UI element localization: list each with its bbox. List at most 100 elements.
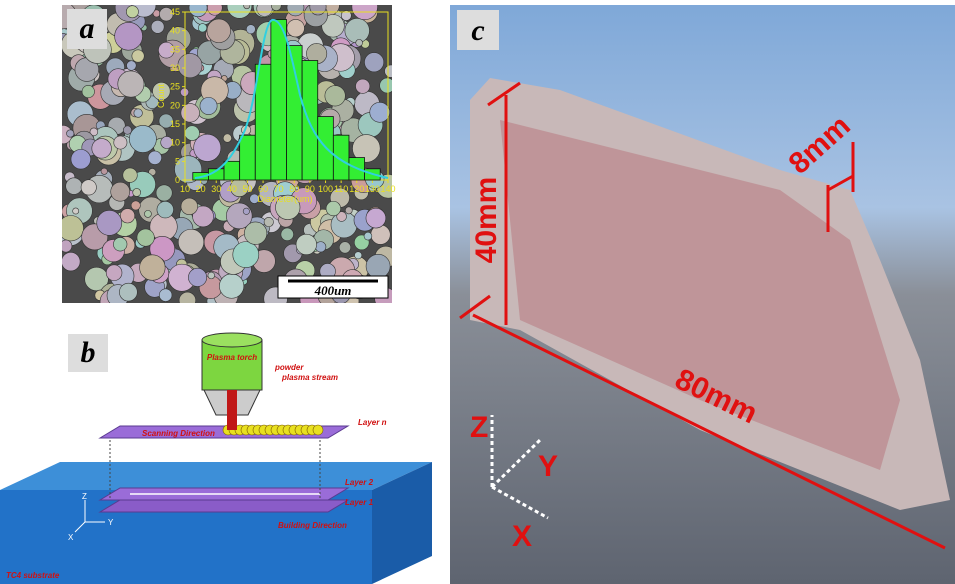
particle (366, 208, 386, 228)
particle (345, 18, 370, 43)
x-tick-label: 50 (242, 184, 252, 194)
particle (354, 252, 361, 259)
particle (370, 102, 390, 122)
bar (224, 161, 240, 180)
beads (223, 425, 323, 435)
y-tick-label: 20 (170, 100, 180, 110)
bar (271, 19, 287, 180)
particle (339, 242, 350, 253)
particle (156, 185, 172, 201)
x-tick-label: 140 (380, 184, 395, 194)
particle (326, 201, 341, 216)
particle (113, 237, 127, 251)
particle (127, 61, 137, 71)
bar (302, 61, 318, 180)
bar (240, 135, 256, 180)
particle (207, 19, 231, 43)
particle (60, 240, 72, 252)
particle (119, 283, 137, 301)
particle (243, 208, 249, 214)
particle (179, 292, 196, 309)
particle (244, 2, 250, 8)
particle (123, 168, 137, 182)
y-tick-label: 45 (170, 7, 180, 17)
scanning-label: Scanning Direction (142, 429, 215, 438)
particle (178, 229, 204, 255)
particle (233, 242, 259, 268)
particle (120, 209, 134, 223)
particle (111, 182, 130, 201)
layer (100, 500, 348, 512)
particle (287, 0, 304, 16)
scale-bar-label: 400um (314, 283, 352, 298)
particle (131, 201, 140, 210)
particle (126, 6, 138, 18)
particle (115, 22, 143, 50)
panel-label: b (81, 336, 96, 369)
particle (366, 254, 390, 278)
particle (189, 0, 207, 17)
particle (97, 210, 122, 235)
y-tick-label: 25 (170, 82, 180, 92)
particle (207, 0, 222, 15)
particle (223, 134, 231, 142)
bead (313, 425, 323, 435)
axis-letter: Z (470, 411, 488, 444)
torch-label: Plasma torch (207, 353, 257, 362)
axis-letter: Y (538, 450, 558, 483)
layer-label: Layer 2 (345, 478, 374, 487)
particle (178, 53, 202, 77)
x-tick-label: 30 (211, 184, 221, 194)
particle (137, 229, 154, 246)
particle (364, 232, 372, 240)
y-tick-label: 15 (170, 119, 180, 129)
x-axis-label: Diameter(um) (257, 194, 312, 204)
particle (82, 85, 94, 97)
particle (148, 151, 162, 165)
substrate-label: TC4 substrate (6, 571, 60, 580)
particle (81, 180, 96, 195)
particle (188, 268, 206, 286)
y-axis-label: Count (156, 84, 166, 109)
particle (356, 39, 363, 46)
particle (67, 130, 74, 137)
particle (345, 207, 352, 214)
axis-letter: X (68, 533, 74, 542)
particle (185, 126, 200, 141)
particle (92, 139, 112, 159)
layer-label: Layer 1 (345, 498, 374, 507)
particle (66, 178, 83, 195)
particle (71, 149, 91, 169)
particle (114, 136, 127, 149)
particle (380, 78, 395, 93)
particle (246, 25, 255, 34)
figure: a 05101520253035404510203040506070809010… (0, 0, 955, 584)
plasma (227, 390, 237, 430)
particle (133, 188, 141, 196)
particle (325, 86, 345, 106)
particle (159, 289, 172, 302)
particle (198, 24, 207, 33)
particle (219, 274, 243, 298)
particle (58, 216, 83, 241)
particle (106, 265, 122, 281)
particle (257, 1, 273, 17)
particle (123, 126, 131, 134)
particle (61, 252, 80, 271)
particle (132, 50, 144, 62)
y-tick-label: 10 (170, 138, 180, 148)
particle (151, 20, 164, 33)
x-tick-label: 130 (365, 184, 380, 194)
axis-letter: Y (108, 518, 114, 527)
x-tick-label: 20 (196, 184, 206, 194)
y-tick-label: 35 (170, 44, 180, 54)
particle (118, 71, 144, 97)
y-tick-label: 5 (175, 156, 180, 166)
particle (134, 109, 143, 118)
particle (281, 228, 294, 241)
x-tick-label: 120 (349, 184, 364, 194)
particle (315, 242, 325, 252)
particle (73, 208, 79, 214)
panel-label: a (80, 12, 95, 45)
x-tick-label: 100 (318, 184, 333, 194)
